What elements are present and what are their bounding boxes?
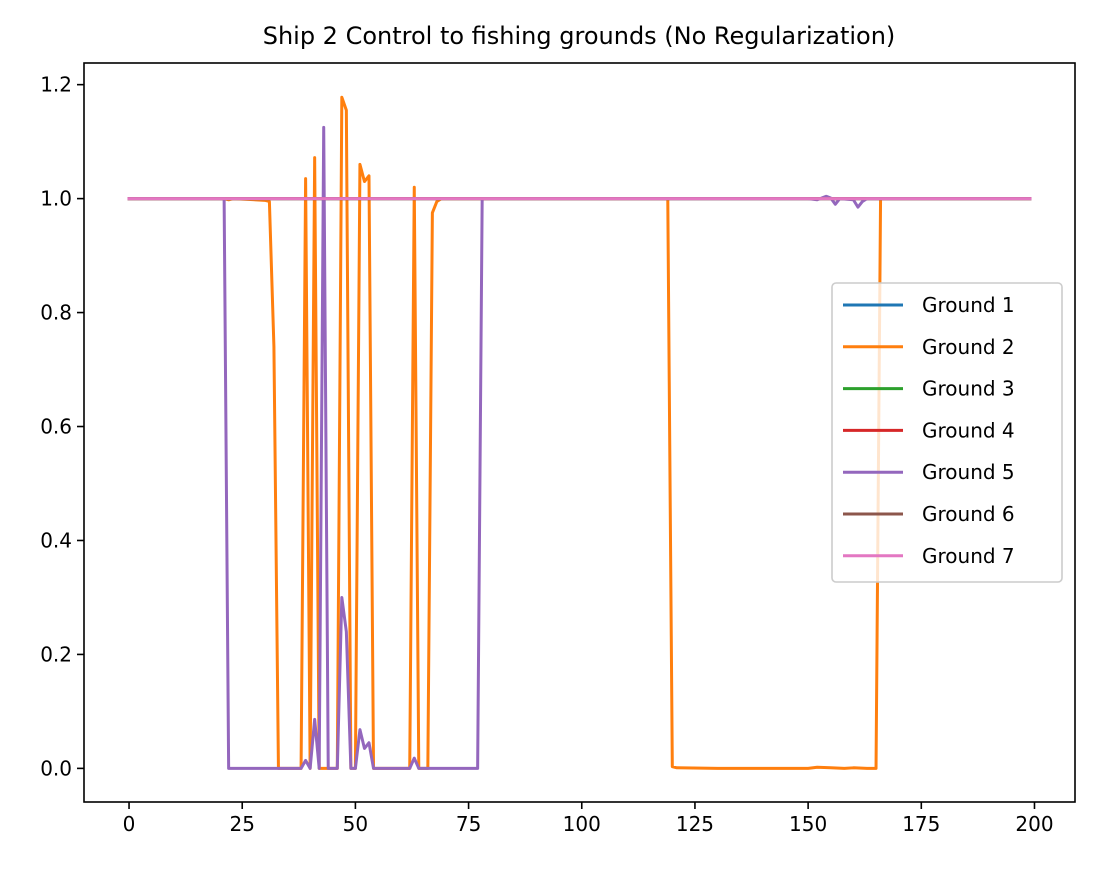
y-tick-label: 0.0 — [40, 756, 72, 780]
x-tick-label: 150 — [789, 812, 827, 836]
legend-label-4: Ground 4 — [922, 418, 1015, 442]
legend-label-3: Ground 3 — [922, 377, 1015, 401]
plot-area — [127, 95, 1032, 770]
plot-frame — [83, 62, 1076, 803]
y-tick-label: 0.8 — [40, 301, 72, 325]
y-tick-label: 0.4 — [40, 528, 72, 552]
x-tick-label: 175 — [902, 812, 940, 836]
y-tick-label: 0.2 — [40, 642, 72, 666]
x-tick-label: 75 — [456, 812, 481, 836]
legend-box — [831, 282, 1063, 583]
y-tick-label: 0.6 — [40, 415, 72, 439]
x-tick-label: 25 — [229, 812, 254, 836]
legend-label-7: Ground 7 — [922, 544, 1015, 568]
chart-title: Ship 2 Control to fishing grounds (No Re… — [263, 22, 896, 50]
legend: Ground 1 Ground 2 Ground 3 Ground 4 Ground 5… — [831, 282, 1063, 583]
legend-label-5: Ground 5 — [922, 460, 1015, 484]
x-tick-label: 0 — [123, 812, 136, 836]
x-tick-label: 50 — [343, 812, 368, 836]
y-tick-label: 1.2 — [40, 73, 72, 97]
legend-label-1: Ground 1 — [922, 293, 1015, 317]
legend-label-2: Ground 2 — [922, 335, 1015, 359]
y-tick-label: 1.0 — [40, 187, 72, 211]
axes: 0 25 50 75 100 125 150 175 200 0.0 0.2 0.4 0.6 0.8 1.0… — [40, 62, 1076, 836]
x-tick-label: 125 — [676, 812, 714, 836]
series-line-5 — [127, 125, 1032, 770]
legend-label-6: Ground 6 — [922, 502, 1015, 526]
x-tick-label: 200 — [1015, 812, 1053, 836]
x-tick-label: 100 — [563, 812, 601, 836]
series-lines — [127, 95, 1032, 770]
